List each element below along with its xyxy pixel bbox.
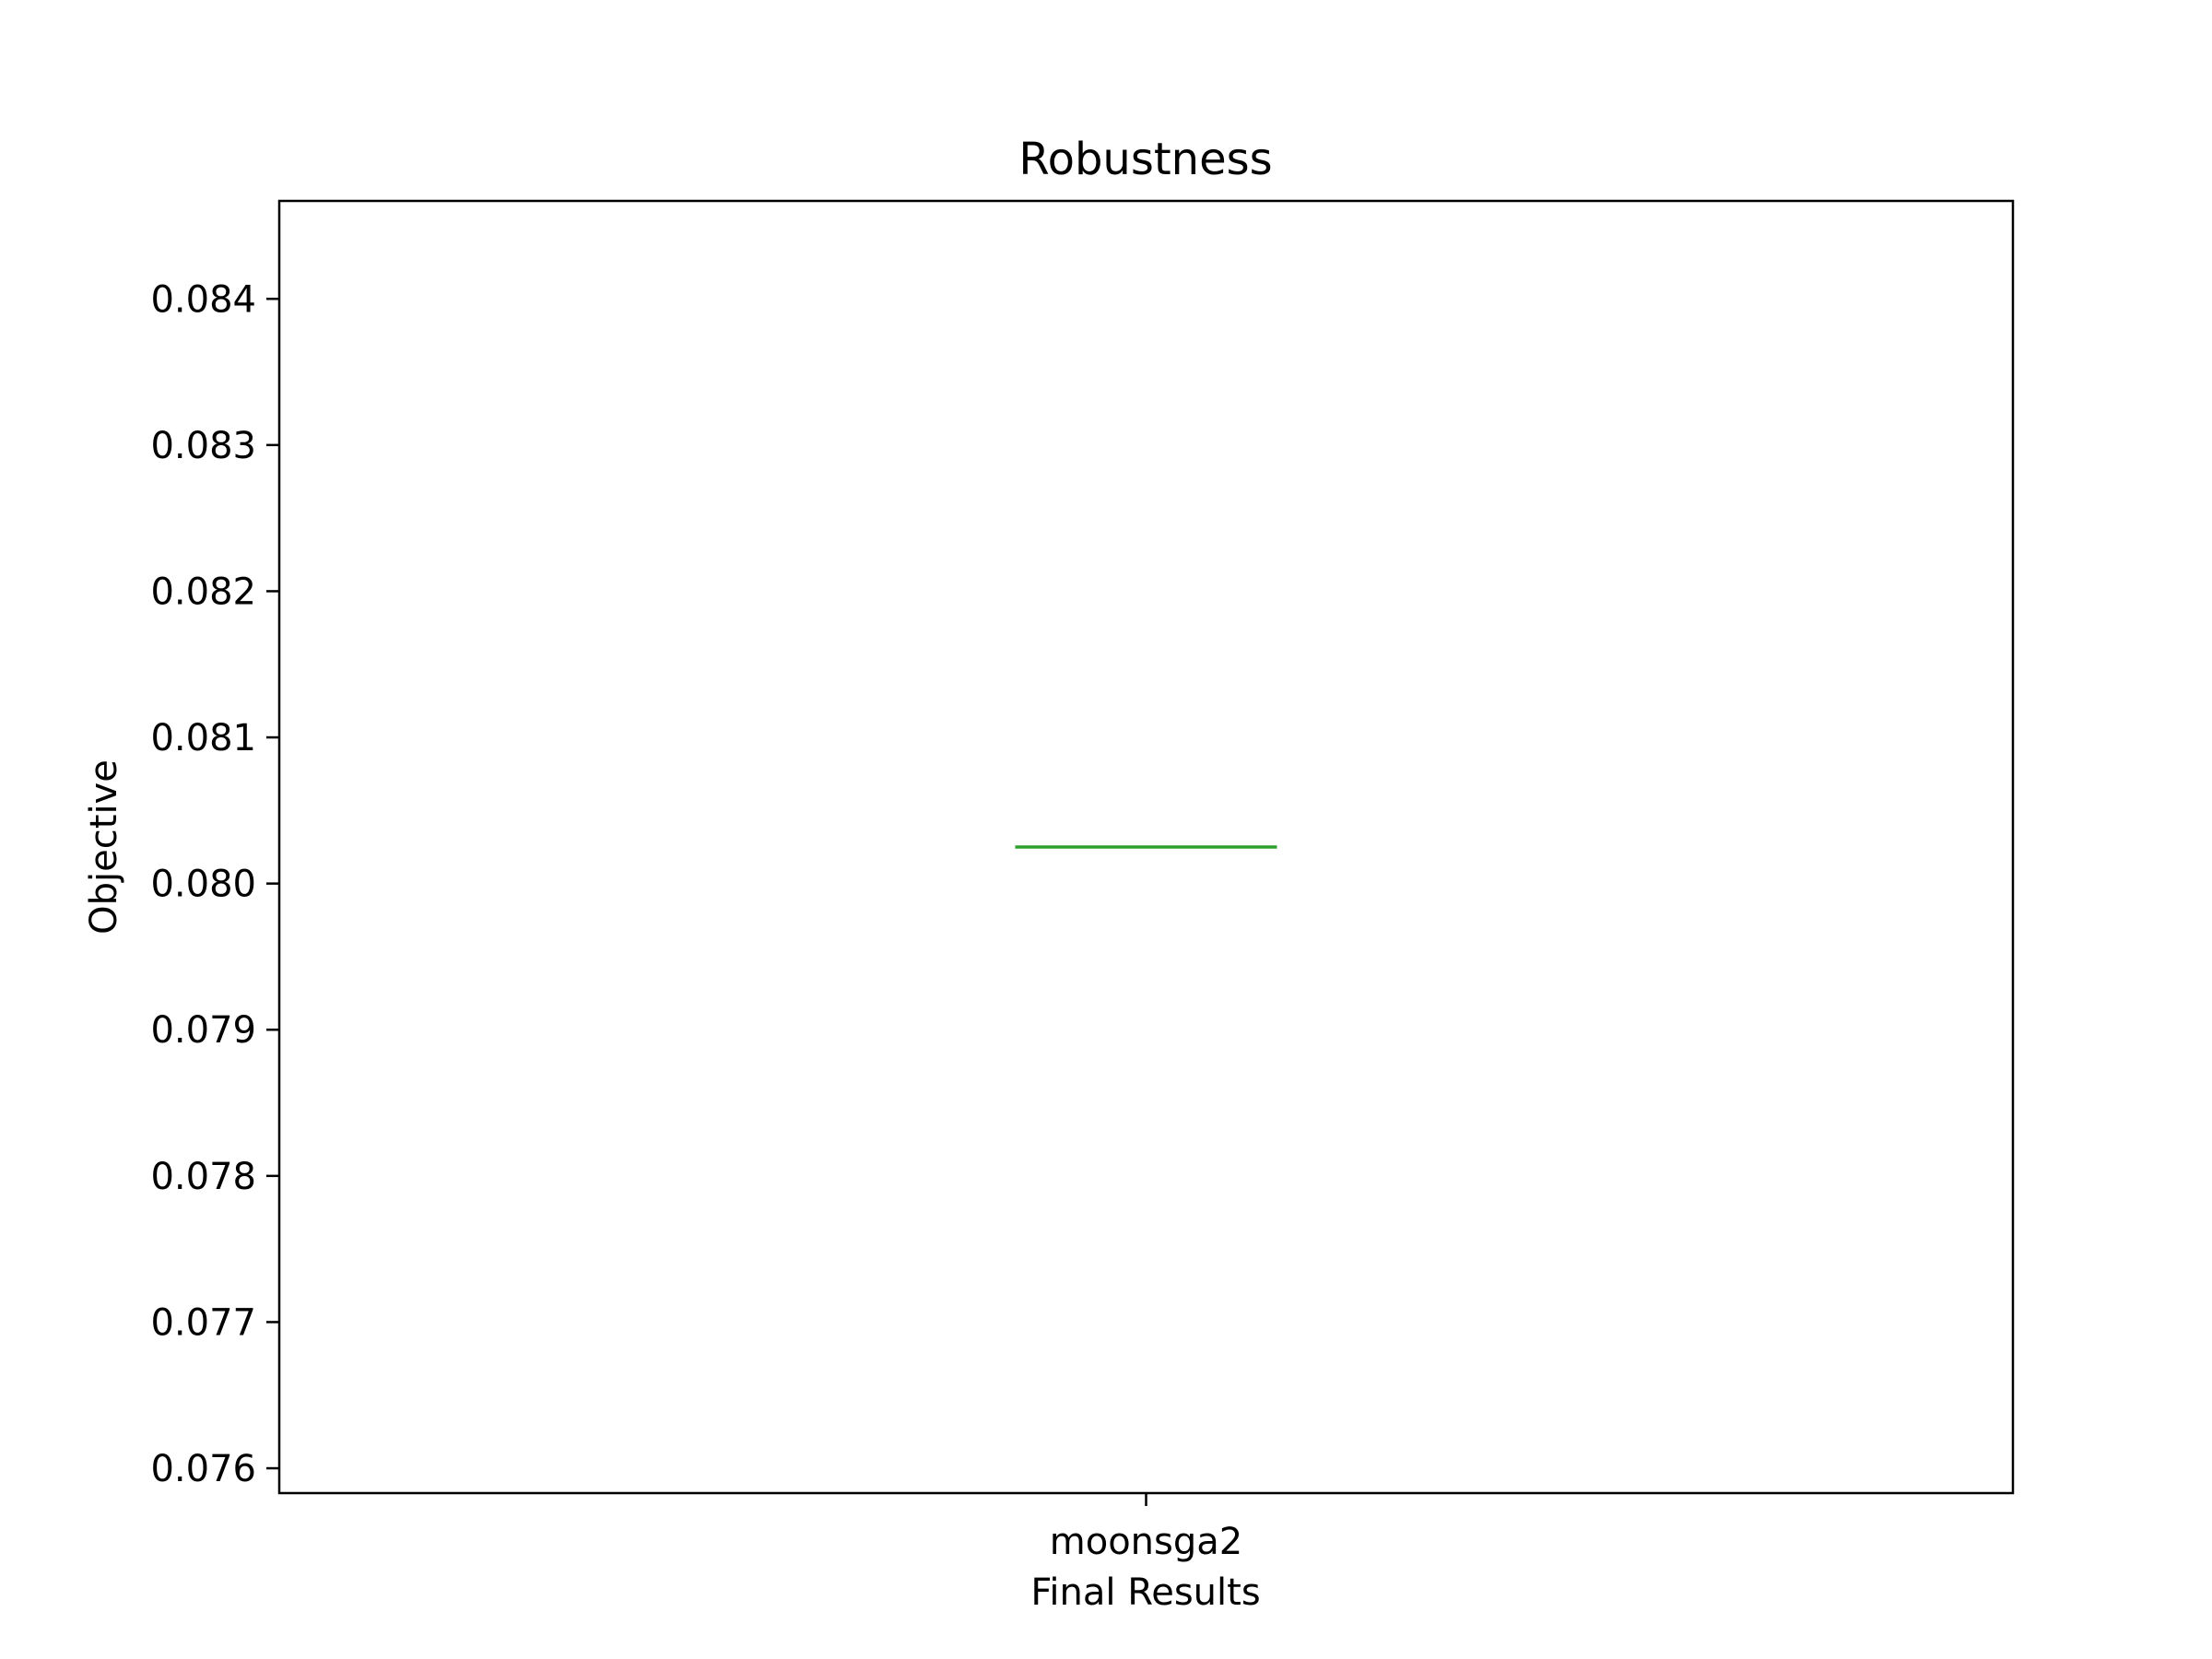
- y-tick-label: 0.082: [150, 571, 256, 613]
- y-axis-title: Objective: [83, 759, 125, 935]
- y-tick-label: 0.078: [150, 1156, 256, 1198]
- x-axis-title: Final Results: [1030, 1571, 1260, 1614]
- axes-frame: [277, 199, 2015, 1495]
- y-tick-label: 0.083: [150, 425, 256, 467]
- y-tick-label: 0.080: [150, 864, 256, 906]
- x-tick-label: moonsga2: [1050, 1521, 1242, 1563]
- y-axis: 0.076 0.077 0.078 0.079 0.080 0.081 0.082 0.083…: [150, 278, 279, 1490]
- y-tick-label: 0.079: [150, 1009, 256, 1052]
- y-tick-label: 0.076: [150, 1448, 256, 1490]
- x-axis: moonsga2: [1050, 1493, 1242, 1563]
- y-tick-label: 0.084: [150, 278, 256, 321]
- chart-title: Robustness: [1018, 134, 1272, 185]
- y-tick-label: 0.077: [150, 1301, 256, 1344]
- y-tick-label: 0.081: [150, 717, 256, 759]
